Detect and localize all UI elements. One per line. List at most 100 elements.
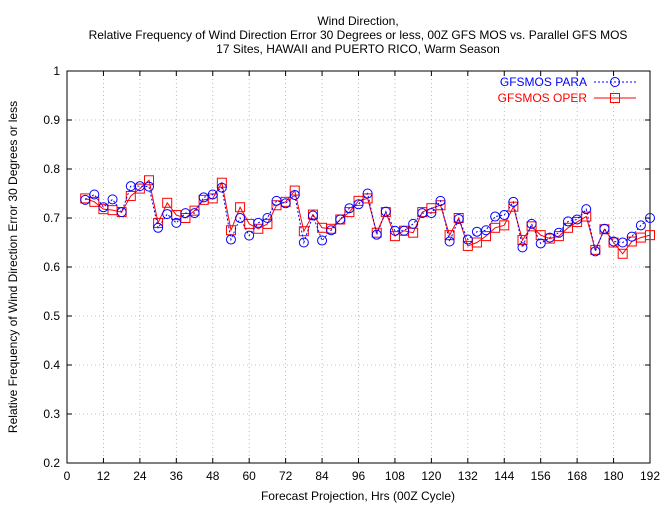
x-tick-label: 48: [206, 469, 220, 483]
data-point-square: [235, 202, 246, 213]
data-point-square: [471, 237, 482, 248]
data-point-circle: [426, 208, 437, 219]
data-point-square: [617, 248, 628, 259]
data-point-circle: [599, 223, 610, 234]
x-tick-label: 24: [133, 469, 147, 483]
data-point-circle: [216, 182, 227, 193]
data-point-circle: [107, 194, 118, 205]
x-tick-label: 96: [352, 469, 366, 483]
x-tick-label: 72: [279, 469, 293, 483]
data-point-circle: [171, 217, 182, 228]
data-point-circle: [271, 195, 282, 206]
y-tick-label: 0.8: [43, 162, 60, 176]
data-point-circle: [553, 227, 564, 238]
data-point-square: [563, 222, 574, 233]
data-point-circle: [80, 194, 91, 205]
data-point-circle: [362, 188, 373, 199]
data-point-circle: [617, 237, 628, 248]
x-tick-label: 180: [604, 469, 624, 483]
data-point-circle: [116, 207, 127, 218]
series-para: [80, 181, 655, 257]
data-point-circle: [380, 206, 391, 217]
data-point-square: [481, 231, 492, 242]
data-point-circle: [371, 229, 382, 240]
x-axis-label: Forecast Projection, Hrs (00Z Cycle): [261, 489, 455, 503]
data-point-circle: [544, 232, 555, 243]
data-point-circle: [89, 189, 100, 200]
x-tick-label: 144: [494, 469, 514, 483]
data-point-circle: [162, 209, 173, 220]
chart-title-line-2: Relative Frequency of Wind Direction Err…: [89, 28, 628, 42]
data-point-square: [526, 221, 537, 232]
data-point-circle: [307, 210, 318, 221]
y-axis-label: Relative Frequency of Wind Direction Err…: [6, 101, 20, 433]
data-point-circle: [189, 208, 200, 219]
legend-marker-oper: [610, 93, 620, 103]
data-point-circle: [198, 192, 209, 203]
data-point-circle: [317, 235, 328, 246]
data-point-circle: [526, 218, 537, 229]
data-point-circle: [645, 213, 655, 223]
data-point-circle: [563, 216, 574, 227]
data-point-circle: [244, 230, 255, 241]
y-tick-label: 0.9: [43, 113, 60, 127]
x-tick-label: 168: [567, 469, 587, 483]
data-point-square: [89, 196, 100, 207]
legend-marker-para: [610, 77, 620, 87]
data-point-circle: [408, 218, 419, 229]
data-point-square: [189, 205, 200, 216]
x-tick-label: 156: [531, 469, 551, 483]
data-point-circle: [435, 195, 446, 206]
data-point-circle: [98, 202, 109, 213]
data-point-circle: [335, 214, 346, 225]
data-point-circle: [207, 189, 218, 200]
x-tick-label: 36: [170, 469, 184, 483]
data-point-square: [162, 197, 173, 208]
data-point-circle: [572, 214, 583, 225]
data-point-square: [134, 183, 145, 194]
data-point-circle: [499, 210, 510, 221]
x-tick-label: 132: [458, 469, 478, 483]
data-point-circle: [153, 222, 164, 233]
data-point-square: [289, 185, 300, 196]
data-point-circle: [298, 237, 309, 248]
chart-title-line-3: 17 Sites, HAWAII and PUERTO RICO, Warm S…: [216, 42, 500, 56]
data-point-square: [344, 207, 355, 218]
legend-label-para: GFSMOS PARA: [500, 75, 587, 89]
data-point-circle: [581, 204, 592, 215]
data-point-circle: [235, 213, 246, 223]
data-point-circle: [535, 238, 546, 249]
y-tick-label: 0.6: [43, 260, 60, 274]
data-point-square: [499, 220, 510, 231]
y-tick-label: 0.5: [43, 309, 60, 323]
chart-title-line-1: Wind Direction,: [317, 14, 398, 28]
x-tick-label: 192: [640, 469, 660, 483]
data-point-circle: [490, 211, 501, 222]
data-point-circle: [289, 189, 300, 200]
x-tick-label: 12: [97, 469, 111, 483]
data-point-square: [143, 175, 154, 186]
y-tick-label: 0.3: [43, 407, 60, 421]
series-line: [84, 185, 651, 254]
data-point-circle: [590, 246, 601, 257]
x-tick-label: 84: [315, 469, 329, 483]
y-tick-label: 0.4: [43, 358, 60, 372]
data-point-circle: [262, 213, 273, 223]
data-point-circle: [326, 225, 337, 236]
data-point-circle: [353, 199, 364, 210]
x-tick-label: 120: [421, 469, 441, 483]
data-point-circle: [481, 225, 492, 236]
legend-label-oper: GFSMOS OPER: [498, 91, 588, 105]
data-point-circle: [453, 213, 464, 224]
data-point-square: [125, 190, 136, 201]
y-tick-label: 1: [53, 64, 60, 78]
data-point-circle: [399, 225, 410, 236]
x-tick-label: 108: [385, 469, 405, 483]
data-point-square: [389, 231, 400, 242]
legend: GFSMOS PARA GFSMOS OPER: [498, 75, 636, 105]
data-point-circle: [635, 220, 646, 231]
data-point-circle: [508, 196, 519, 207]
data-point-circle: [444, 236, 455, 247]
